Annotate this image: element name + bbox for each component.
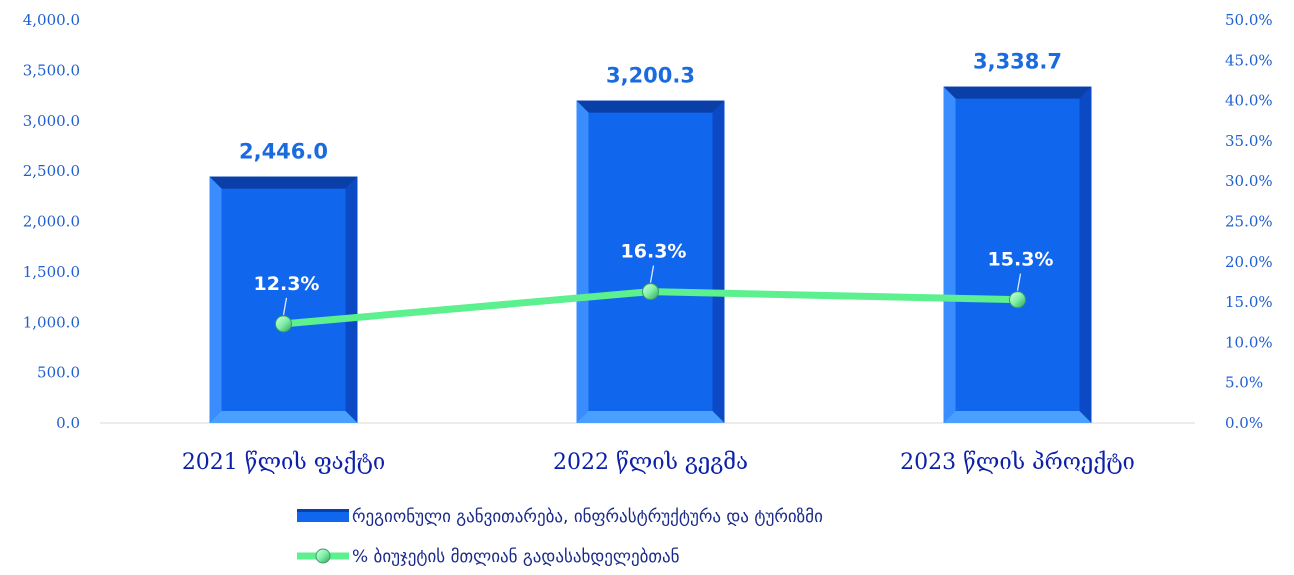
right-axis-tick-label: 50.0% (1225, 11, 1273, 29)
left-axis-tick-label: 1,500.0 (23, 263, 80, 281)
line-point (642, 283, 659, 301)
leader-line (649, 265, 655, 283)
left-axis-tick-label: 1,000.0 (23, 313, 80, 331)
right-axis-tick-label: 15.0% (1225, 293, 1273, 311)
left-axis-tick-label: 3,500.0 (23, 61, 80, 79)
category-labels: 2021 წლის ფაქტი 2022 წლის გეგმა 2023 წლის … (182, 450, 1135, 475)
left-axis-tick-label: 2,000.0 (23, 213, 80, 231)
line-value-label: 15.3% (988, 249, 1054, 271)
legend-item-bar: რეგიონული განვითარება, ინფრასტრუქტურა და… (297, 507, 823, 527)
bar-value-label: 2,446.0 (239, 140, 328, 164)
line-value-label: 16.3% (621, 241, 687, 263)
leader-line (282, 297, 288, 315)
right-axis-tick-label: 0.0% (1225, 414, 1263, 432)
bar (943, 86, 1092, 423)
right-axis-ticks: 0.0% 5.0% 10.0% 15.0% 20.0% 25.0% 30.0% 35.0% 40… (1225, 11, 1273, 432)
legend: რეგიონული განვითარება, ინფრასტრუქტურა და… (297, 507, 823, 567)
legend-swatch-bar (297, 509, 349, 522)
bar-value-label: 3,200.3 (606, 64, 695, 88)
right-axis-tick-label: 25.0% (1225, 213, 1273, 231)
bar (576, 100, 725, 424)
bar-value-label: 3,338.7 (973, 50, 1062, 74)
legend-label-line: % ბიუჯეტის მთლიან გადასახდელებთან (352, 547, 680, 567)
right-axis-tick-label: 40.0% (1225, 92, 1273, 110)
line-point (1009, 291, 1026, 309)
right-axis-tick-label: 35.0% (1225, 132, 1273, 150)
category-label: 2023 წლის პროექტი (900, 450, 1135, 475)
right-axis-tick-label: 20.0% (1225, 253, 1273, 271)
bar-series: 2,446.0 3,200.3 3,338.7 (209, 50, 1092, 424)
line-point (275, 315, 292, 333)
left-axis-tick-label: 2,500.0 (23, 162, 80, 180)
category-label: 2021 წლის ფაქტი (182, 450, 385, 475)
left-axis-tick-label: 4,000.0 (23, 11, 80, 29)
line-series: 12.3% 16.3% 15.3% (254, 241, 1054, 333)
legend-item-line: % ბიუჯეტის მთლიან გადასახდელებთან (297, 547, 680, 567)
leader-line (1016, 273, 1022, 291)
left-axis-tick-label: 0.0 (56, 414, 80, 432)
legend-label-bar: რეგიონული განვითარება, ინფრასტრუქტურა და… (352, 507, 823, 527)
right-axis-tick-label: 10.0% (1225, 333, 1273, 351)
line-value-label: 12.3% (254, 273, 320, 295)
bar (209, 176, 358, 423)
left-axis-tick-label: 500.0 (37, 364, 80, 382)
right-axis-tick-label: 5.0% (1225, 374, 1263, 392)
left-axis-ticks: 0.0 500.0 1,000.0 1,500.0 2,000.0 2,500.0 3,00… (23, 11, 80, 432)
right-axis-tick-label: 30.0% (1225, 172, 1273, 190)
left-axis-tick-label: 3,000.0 (23, 112, 80, 130)
category-label: 2022 წლის გეგმა (553, 450, 748, 475)
right-axis-tick-label: 45.0% (1225, 51, 1273, 69)
legend-marker (315, 548, 331, 564)
